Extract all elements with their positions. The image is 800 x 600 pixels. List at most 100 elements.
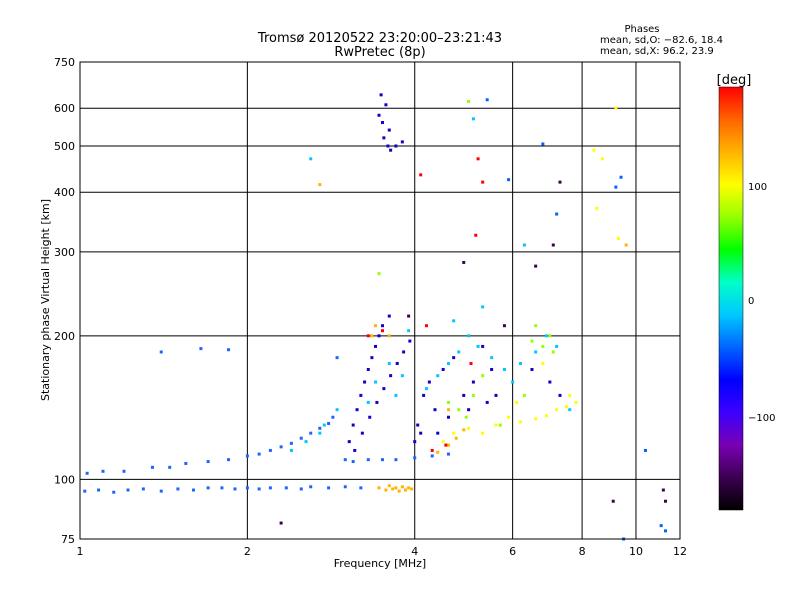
data-point — [407, 486, 411, 490]
grid — [79, 61, 681, 540]
data-point — [377, 486, 381, 490]
data-point — [377, 113, 381, 117]
data-point — [534, 350, 538, 354]
data-point — [548, 380, 552, 384]
data-point — [555, 344, 559, 348]
data-point — [454, 436, 458, 440]
x-tick-labels: 1 2 4 6 8 10 12 — [77, 545, 688, 558]
data-point — [595, 206, 599, 210]
data-point — [624, 243, 628, 247]
phases-line-o: mean, sd,O: −82.6, 18.4 — [600, 35, 723, 46]
data-point — [380, 121, 384, 125]
x-tick-label: 8 — [579, 545, 586, 558]
data-point — [279, 521, 283, 525]
data-point — [558, 393, 562, 397]
data-point — [433, 408, 437, 412]
data-point — [395, 361, 399, 365]
data-point — [611, 499, 615, 503]
data-point — [400, 485, 404, 489]
data-point — [379, 93, 383, 97]
data-point — [592, 148, 596, 152]
data-point — [441, 440, 445, 444]
y-tick-label: 500 — [54, 140, 75, 153]
data-point — [394, 486, 398, 490]
data-point — [522, 393, 526, 397]
data-point — [413, 456, 417, 460]
data-point — [430, 448, 434, 452]
data-point — [309, 431, 313, 435]
data-point — [548, 334, 552, 338]
data-point — [343, 485, 347, 489]
data-point — [366, 367, 370, 371]
data-point — [394, 458, 398, 462]
data-point — [289, 448, 293, 452]
data-point — [227, 458, 231, 462]
data-point — [490, 367, 494, 371]
data-point — [519, 361, 523, 365]
data-point — [551, 243, 555, 247]
data-point — [568, 393, 572, 397]
y-tick-label: 75 — [61, 533, 75, 546]
data-point — [507, 415, 511, 419]
data-point — [397, 489, 401, 493]
data-point — [322, 423, 326, 427]
y-tick-label: 100 — [54, 473, 75, 486]
data-point — [380, 324, 384, 328]
data-point — [387, 484, 391, 488]
data-point — [555, 212, 559, 216]
data-point — [534, 324, 538, 328]
data-point — [368, 415, 372, 419]
data-point — [279, 445, 283, 449]
data-point — [351, 460, 355, 464]
phases-title: Phases — [624, 24, 659, 35]
data-point — [663, 499, 667, 503]
data-point — [373, 324, 377, 328]
chart-title: Tromsø 20120522 23:20:00–23:21:43 — [257, 31, 502, 46]
data-point — [471, 380, 475, 384]
data-point — [494, 393, 498, 397]
data-point — [422, 393, 426, 397]
data-point — [351, 423, 355, 427]
x-tick-label: 10 — [629, 545, 643, 558]
data-point — [410, 487, 414, 491]
data-point — [227, 348, 231, 352]
data-point — [544, 334, 548, 338]
data-point — [416, 423, 420, 427]
data-point — [373, 344, 377, 348]
phases-box: Phases mean, sd,O: −82.6, 18.4 mean, sd,… — [600, 24, 723, 57]
y-tick-label: 400 — [54, 186, 75, 199]
data-point — [534, 264, 538, 268]
data-point — [335, 356, 339, 360]
y-tick-label: 200 — [54, 330, 75, 343]
data-point — [220, 486, 224, 490]
data-point — [444, 443, 448, 447]
data-point — [530, 339, 534, 343]
data-point — [268, 486, 272, 490]
data-point — [176, 487, 180, 491]
data-point — [446, 361, 450, 365]
data-point — [159, 489, 163, 493]
data-point — [359, 393, 363, 397]
data-point — [568, 408, 572, 412]
data-point — [659, 524, 663, 528]
data-point — [446, 400, 450, 404]
data-point — [419, 173, 423, 177]
data-point — [309, 485, 313, 489]
title-group: Tromsø 20120522 23:20:00–23:21:43 RwPret… — [257, 31, 502, 60]
data-point — [380, 329, 384, 333]
data-point — [457, 350, 461, 354]
y-axis-label: Stationary phase Virtual Height [km] — [39, 199, 52, 401]
data-point — [467, 408, 471, 412]
data-point — [436, 431, 440, 435]
data-point — [377, 272, 381, 276]
data-point — [619, 175, 623, 179]
data-point — [452, 356, 456, 360]
data-point — [565, 405, 569, 409]
colorbar-tick-0: 0 — [748, 296, 754, 307]
data-point — [441, 367, 445, 371]
data-point — [366, 334, 370, 338]
colorbar-gradient — [718, 86, 744, 511]
data-point — [452, 431, 456, 435]
data-point — [331, 415, 335, 419]
